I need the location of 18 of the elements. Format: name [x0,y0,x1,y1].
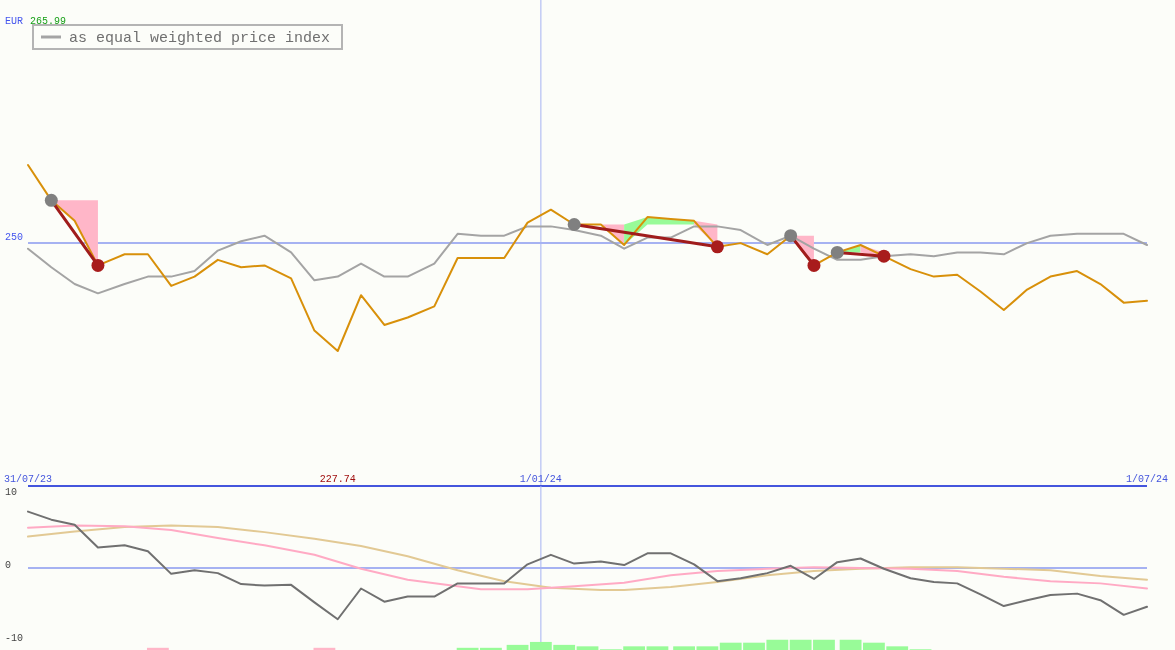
bar [313,647,336,650]
line-series [27,510,1148,621]
bar [146,647,169,650]
x-tick-label: 31/07/23 [3,474,53,485]
x-tick-label: 1/01/24 [519,474,562,485]
y-tick-label: 0 [5,560,12,571]
bar [506,644,529,650]
text: 227.74 [319,474,356,485]
bar [576,646,599,650]
y-tick-label: 10 [5,486,18,498]
line-series [27,524,1148,591]
text: EUR [5,16,24,27]
legend-label: as equal weighted price index [69,30,331,47]
text: 265.99 [30,16,67,27]
y-tick-label: -10 [5,633,24,645]
x-tick-label: 1/07/24 [1125,474,1169,485]
bar [646,646,669,650]
text: 250 [5,232,24,244]
